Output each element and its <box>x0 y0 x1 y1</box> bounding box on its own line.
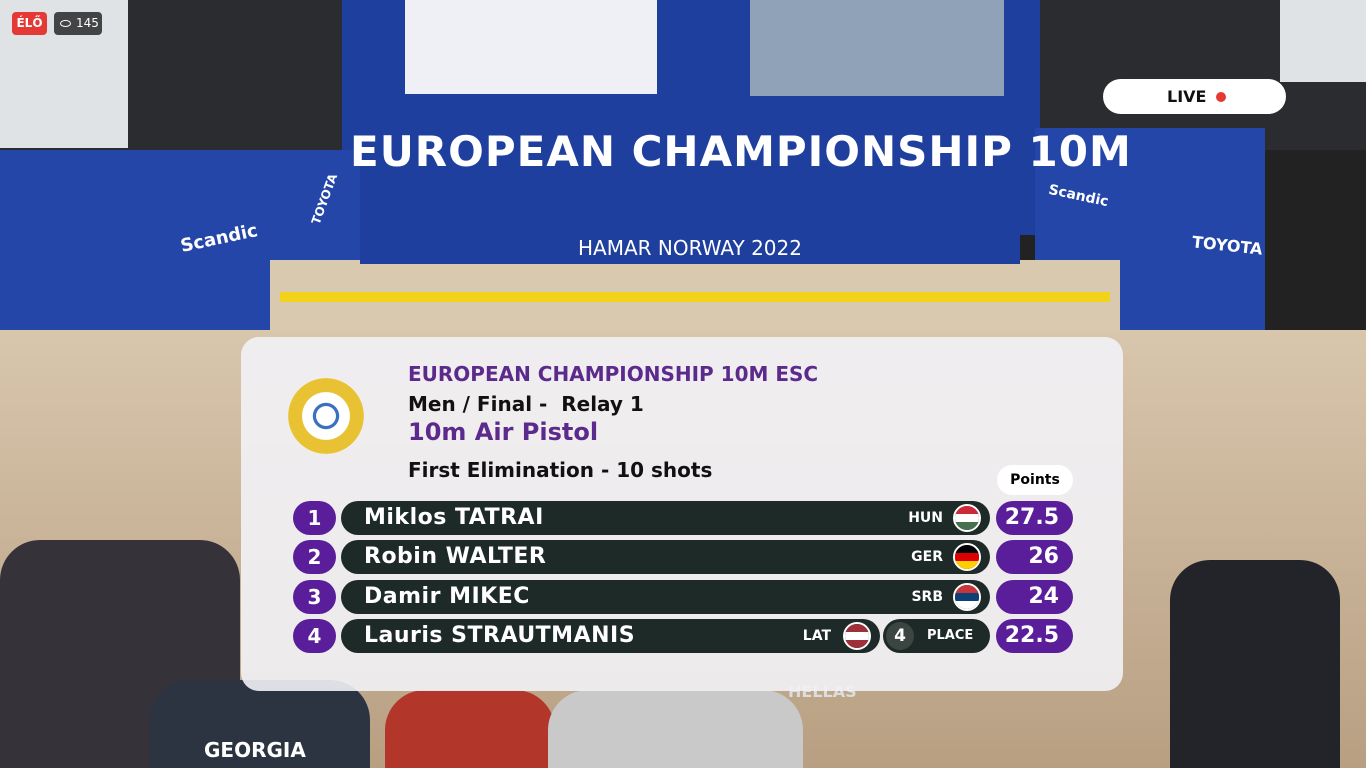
scoreboard-title: EUROPEAN CHAMPIONSHIP 10M ESC <box>408 362 819 386</box>
crowd <box>1170 560 1340 768</box>
athlete-name: Miklos TATRAI <box>364 505 544 530</box>
place-number: 4 <box>886 622 914 650</box>
nation: LAT <box>802 628 831 644</box>
live-label: LIVE <box>1167 87 1207 106</box>
flag <box>953 583 981 611</box>
points: 22.5 <box>996 619 1073 653</box>
place-label: PLACE <box>927 628 974 643</box>
nation: SRB <box>911 589 943 605</box>
live-badge: ÉLŐ <box>12 12 47 35</box>
rank: 4 <box>293 619 336 653</box>
athlete-bar: Lauris STRAUTMANIS LAT <box>341 619 880 653</box>
athlete-bar: Miklos TATRAI HUN <box>341 501 990 535</box>
crowd <box>548 690 803 768</box>
athlete-name: Damir MIKEC <box>364 584 530 609</box>
nation: HUN <box>908 510 943 526</box>
crowd <box>385 690 555 768</box>
scoreboard-subtitle: Men / Final - Relay 1 <box>408 392 644 416</box>
points-header: Points <box>997 465 1073 495</box>
rank: 1 <box>293 501 336 535</box>
venue-location: HAMAR NORWAY 2022 <box>360 232 1020 264</box>
venue-banner: EUROPEAN CHAMPIONSHIP 10M <box>350 127 1132 176</box>
side-screen <box>1280 0 1366 82</box>
points: 24 <box>996 580 1073 614</box>
result-screen <box>405 0 657 94</box>
athlete-bar: Damir MIKEC SRB <box>341 580 990 614</box>
stage-name: First Elimination - 10 shots <box>408 458 713 482</box>
viewer-count: 145 <box>54 12 102 35</box>
crowd <box>150 680 370 768</box>
points: 26 <box>996 540 1073 574</box>
flag <box>953 543 981 571</box>
athlete-name: Lauris STRAUTMANIS <box>364 623 636 648</box>
flag <box>953 504 981 532</box>
nation: GER <box>911 549 943 565</box>
viewer-number: 145 <box>76 16 99 30</box>
yellow-line <box>280 292 1110 302</box>
athlete-name: Robin WALTER <box>364 544 547 569</box>
video-screen <box>750 0 1004 96</box>
flag <box>843 622 871 650</box>
rank: 3 <box>293 580 336 614</box>
place-badge: 4 PLACE <box>883 619 990 653</box>
championship-logo <box>288 378 364 454</box>
event-name: 10m Air Pistol <box>408 418 599 446</box>
athlete-bar: Robin WALTER GER <box>341 540 990 574</box>
shirt-text: GEORGIA <box>204 738 306 762</box>
points: 27.5 <box>996 501 1073 535</box>
rank: 2 <box>293 540 336 574</box>
live-indicator[interactable]: LIVE <box>1103 79 1286 114</box>
